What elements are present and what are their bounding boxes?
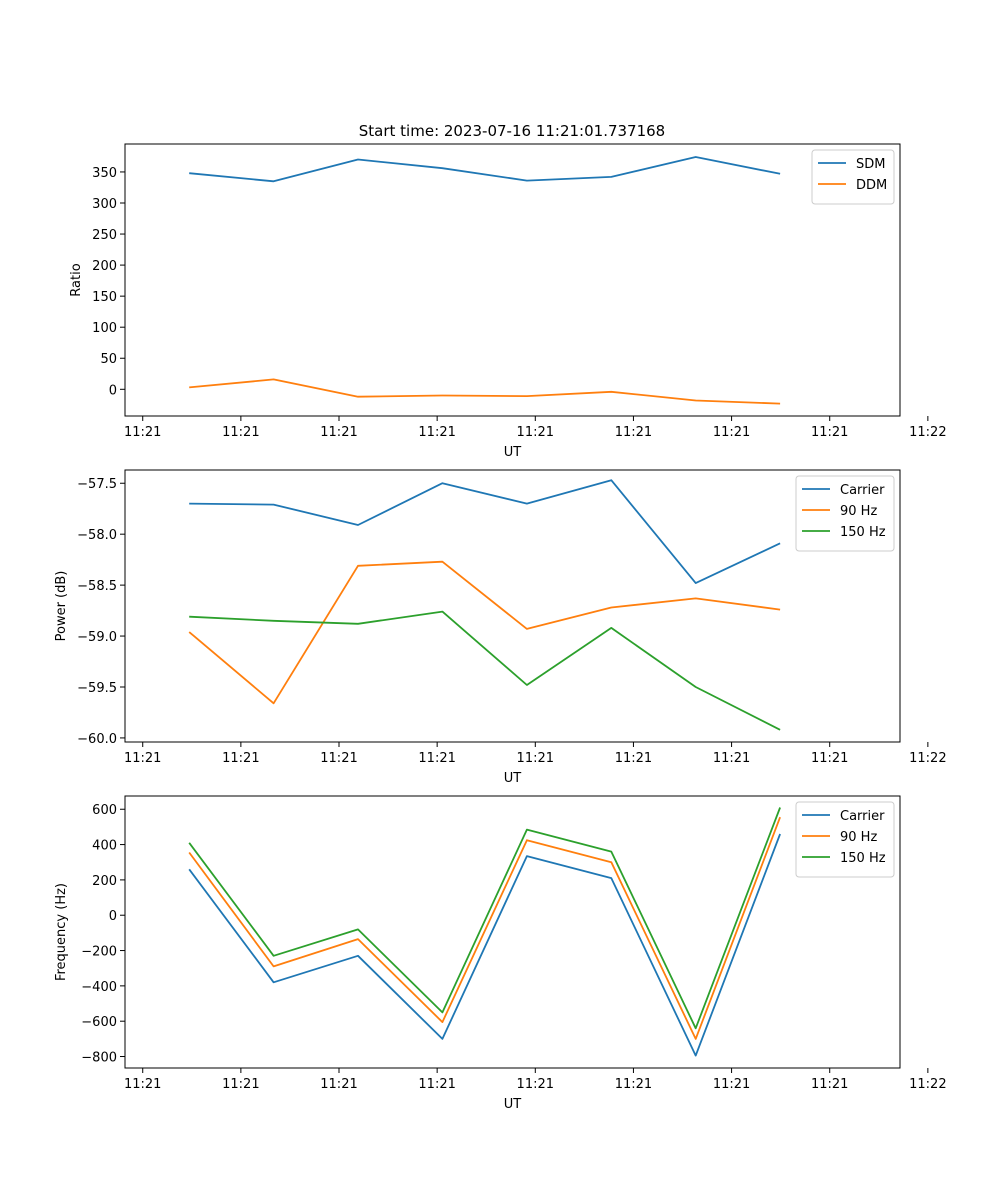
chart2-xlabel: UT: [504, 771, 522, 786]
chart2-series-90-hz: [188, 560, 781, 705]
chart1-series-sdm: [189, 156, 781, 183]
chart2-series-carrier: [189, 479, 781, 584]
chart2-xtick-label: 11:21: [222, 751, 259, 766]
chart2-xtick-label: 11:21: [418, 751, 455, 766]
chart2-legend: [795, 475, 895, 552]
chart3-xlabel: UT: [504, 1097, 522, 1112]
chart2-ytick-label: −59.5: [77, 681, 117, 696]
chart1-xtick-label: 11:21: [517, 425, 554, 440]
chart2-axes-frame: [124, 469, 901, 743]
chart2-xtick-label: 11:21: [713, 751, 750, 766]
chart1-ytick-label: 100: [92, 321, 117, 336]
chart1-ytick-label: 350: [92, 166, 117, 181]
chart1-xtick-label: 11:21: [124, 425, 161, 440]
chart3-xtick-label: 11:22: [909, 1077, 946, 1092]
chart1-ytick-label: 50: [100, 352, 117, 367]
chart3-ytick-label: 0: [109, 909, 117, 924]
chart3-xtick-label: 11:21: [124, 1077, 161, 1092]
chart3-ytick-label: −800: [81, 1051, 117, 1066]
chart2-ytick-label: −57.5: [77, 477, 117, 492]
chart1-xtick-label: 11:21: [713, 425, 750, 440]
chart3-series-carrier: [188, 833, 781, 1057]
chart3-xtick-label: 11:21: [222, 1077, 259, 1092]
chart1-xtick-label: 11:22: [909, 425, 946, 440]
chart2-xtick-label: 11:22: [909, 751, 946, 766]
chart3-xtick-label: 11:21: [517, 1077, 554, 1092]
chart2-xtick-label: 11:21: [124, 751, 161, 766]
chart2-ytick-label: −58.5: [77, 579, 117, 594]
chart1-ytick-label: 250: [92, 228, 117, 243]
chart3-ytick-label: 200: [92, 874, 117, 889]
chart3-ylabel: Frequency (Hz): [54, 883, 69, 981]
chart1-xtick-label: 11:21: [320, 425, 357, 440]
chart-frequency: 11:21 11:21 11:21 11:21 11:21 11:21 11:21 11:21…: [54, 795, 947, 1112]
chart2-series-150-hz: [189, 610, 781, 731]
chart3-legend: [795, 801, 895, 878]
chart1-axes-frame: [124, 143, 901, 417]
chart2-ylabel: Power (dB): [54, 571, 69, 642]
chart1-ytick-label: 0: [109, 383, 117, 398]
chart1-ytick-label: 150: [92, 290, 117, 305]
chart3-xtick-label: 11:21: [615, 1077, 652, 1092]
chart1-series-ddm: [189, 378, 781, 405]
chart2-ytick-label: −59.0: [77, 630, 117, 645]
chart2-legend-label-carrier: Carrier: [840, 483, 885, 498]
chart3-axes-frame: [124, 795, 901, 1069]
chart3-xtick-label: 11:21: [713, 1077, 750, 1092]
chart3-ytick-label: −600: [81, 1015, 117, 1030]
chart2-legend-label-90-hz: 90 Hz: [840, 504, 877, 519]
chart3-ytick-label: −200: [81, 945, 117, 960]
chart3-legend-label-150-hz: 150 Hz: [840, 851, 886, 866]
chart3-xtick-label: 11:21: [811, 1077, 848, 1092]
chart2-xtick-label: 11:21: [320, 751, 357, 766]
chart1-ylabel: Ratio: [69, 263, 84, 296]
chart3-ytick-label: 600: [92, 803, 117, 818]
chart3-xtick-label: 11:21: [418, 1077, 455, 1092]
chart1-legend-label-sdm: SDM: [856, 157, 885, 172]
chart3-series-90-hz: [188, 816, 781, 1040]
chart1-ytick-label: 300: [92, 197, 117, 212]
chart2-legend-label-150-hz: 150 Hz: [840, 525, 886, 540]
chart1-xtick-label: 11:21: [418, 425, 455, 440]
chart1-xtick-label: 11:21: [811, 425, 848, 440]
chart1-xtick-label: 11:21: [222, 425, 259, 440]
chart3-xtick-label: 11:21: [320, 1077, 357, 1092]
chart3-ytick-label: −400: [81, 980, 117, 995]
chart-ratio: 11:21 11:21 11:21 11:21 11:21 11:21 11:21 11:21…: [69, 143, 947, 460]
chart-power: 11:21 11:21 11:21 11:21 11:21 11:21 11:21 11:21…: [54, 469, 947, 786]
chart3-ytick-label: 400: [92, 839, 117, 854]
figure-title: Start time: 2023-07-16 11:21:01.737168: [359, 122, 665, 140]
chart3-legend-label-90-hz: 90 Hz: [840, 830, 877, 845]
chart1-ytick-label: 200: [92, 259, 117, 274]
chart3-series-150-hz: [188, 807, 781, 1030]
chart1-xtick-label: 11:21: [615, 425, 652, 440]
chart2-xtick-label: 11:21: [517, 751, 554, 766]
chart2-xtick-label: 11:21: [615, 751, 652, 766]
chart1-legend-label-ddm: DDM: [856, 178, 887, 193]
chart1-xlabel: UT: [504, 445, 522, 460]
chart2-ytick-label: −60.0: [77, 732, 117, 747]
chart2-xtick-label: 11:21: [811, 751, 848, 766]
chart3-legend-label-carrier: Carrier: [840, 809, 885, 824]
chart2-ytick-label: −58.0: [77, 528, 117, 543]
